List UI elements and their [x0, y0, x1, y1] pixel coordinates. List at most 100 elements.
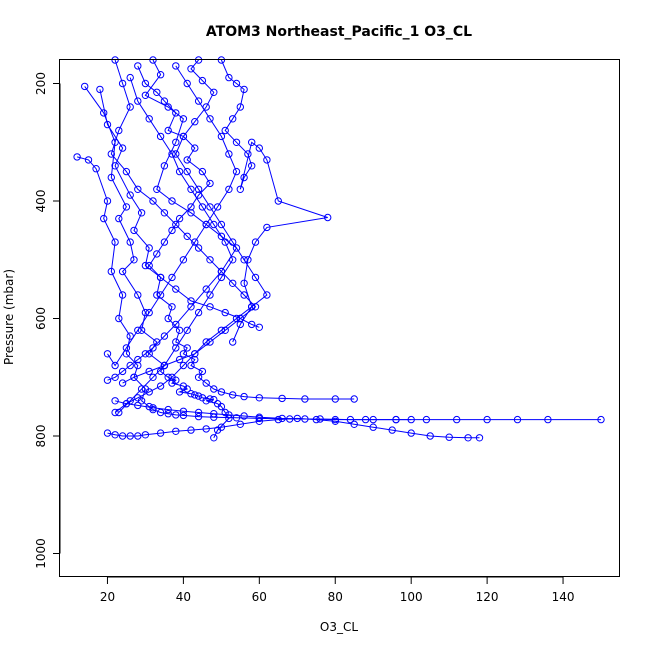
data-point	[513, 415, 522, 424]
data-point	[141, 431, 150, 439]
data-point	[130, 373, 138, 381]
axes-layer: 20 40 60 80 100 120 140 200 400 600 800 1000	[34, 72, 575, 604]
data-point	[96, 85, 104, 94]
data-point	[217, 402, 226, 411]
data-point	[217, 388, 226, 396]
series-4	[111, 397, 605, 424]
series-line	[107, 65, 238, 367]
data-point	[225, 150, 233, 158]
data-point	[164, 103, 172, 111]
data-point	[156, 408, 165, 417]
data-point	[160, 97, 169, 105]
data-point	[194, 412, 203, 421]
data-point	[126, 238, 134, 246]
data-point	[164, 405, 172, 414]
data-point	[111, 397, 119, 405]
data-point	[156, 71, 165, 79]
data-point	[191, 391, 199, 399]
data-point	[255, 144, 263, 152]
data-point	[263, 223, 271, 232]
data-point	[350, 395, 358, 403]
data-point	[202, 285, 210, 293]
data-point	[156, 429, 165, 437]
data-point	[221, 326, 229, 334]
data-point	[122, 167, 131, 176]
data-point	[145, 115, 153, 123]
data-point	[134, 291, 142, 299]
data-point	[202, 379, 210, 387]
data-point	[103, 197, 112, 205]
data-point	[248, 162, 256, 170]
data-point	[198, 76, 207, 85]
data-point	[232, 167, 241, 176]
data-point	[187, 209, 195, 217]
data-point	[168, 197, 176, 205]
data-point	[172, 62, 180, 70]
data-point	[206, 395, 214, 403]
data-point	[118, 291, 127, 299]
data-point	[232, 79, 241, 88]
data-point	[392, 415, 400, 424]
data-point	[118, 367, 127, 376]
data-point	[130, 256, 138, 264]
data-point	[179, 411, 188, 420]
data-point	[126, 397, 134, 405]
data-point	[141, 308, 150, 317]
data-point	[240, 291, 248, 299]
y-tick-label: 400	[34, 190, 48, 213]
data-point	[84, 156, 93, 164]
data-point	[179, 115, 188, 123]
data-point	[168, 373, 176, 381]
data-point	[312, 415, 320, 424]
data-point	[115, 126, 123, 135]
data-point	[118, 144, 127, 152]
data-point	[115, 214, 123, 223]
data-point	[126, 361, 134, 370]
data-point	[210, 434, 218, 442]
data-point	[160, 332, 169, 340]
data-point	[111, 238, 119, 246]
data-point	[126, 73, 134, 82]
data-point	[183, 344, 191, 352]
data-point	[210, 395, 218, 404]
y-axis-label: Pressure (mbar)	[2, 269, 16, 365]
data-point	[278, 394, 286, 403]
data-point	[194, 97, 203, 105]
data-point	[153, 338, 161, 346]
data-point	[274, 415, 282, 424]
data-point	[156, 382, 165, 390]
data-point	[160, 209, 169, 217]
data-point	[164, 410, 172, 418]
data-point	[145, 367, 153, 376]
data-point	[331, 395, 339, 403]
data-point	[229, 391, 237, 399]
data-point	[103, 120, 112, 129]
data-point	[153, 291, 161, 299]
data-point	[160, 162, 169, 170]
data-point	[187, 185, 195, 194]
data-point	[118, 267, 127, 276]
data-point	[137, 326, 146, 334]
data-point	[206, 291, 214, 299]
data-point	[107, 150, 116, 158]
data-point	[149, 344, 157, 352]
data-point	[187, 303, 195, 311]
data-point	[172, 411, 180, 419]
data-point	[248, 320, 256, 329]
data-point	[232, 244, 241, 252]
data-point	[149, 404, 157, 412]
data-point	[172, 109, 180, 117]
data-point	[153, 88, 161, 97]
data-point	[107, 267, 116, 276]
data-point	[301, 395, 309, 403]
data-point	[388, 426, 396, 434]
data-point	[240, 256, 248, 264]
data-point	[255, 417, 263, 425]
data-point	[134, 394, 142, 402]
data-point	[134, 432, 142, 440]
data-point	[126, 432, 134, 440]
data-point	[213, 203, 222, 211]
series-line	[118, 77, 234, 413]
data-point	[236, 185, 245, 194]
